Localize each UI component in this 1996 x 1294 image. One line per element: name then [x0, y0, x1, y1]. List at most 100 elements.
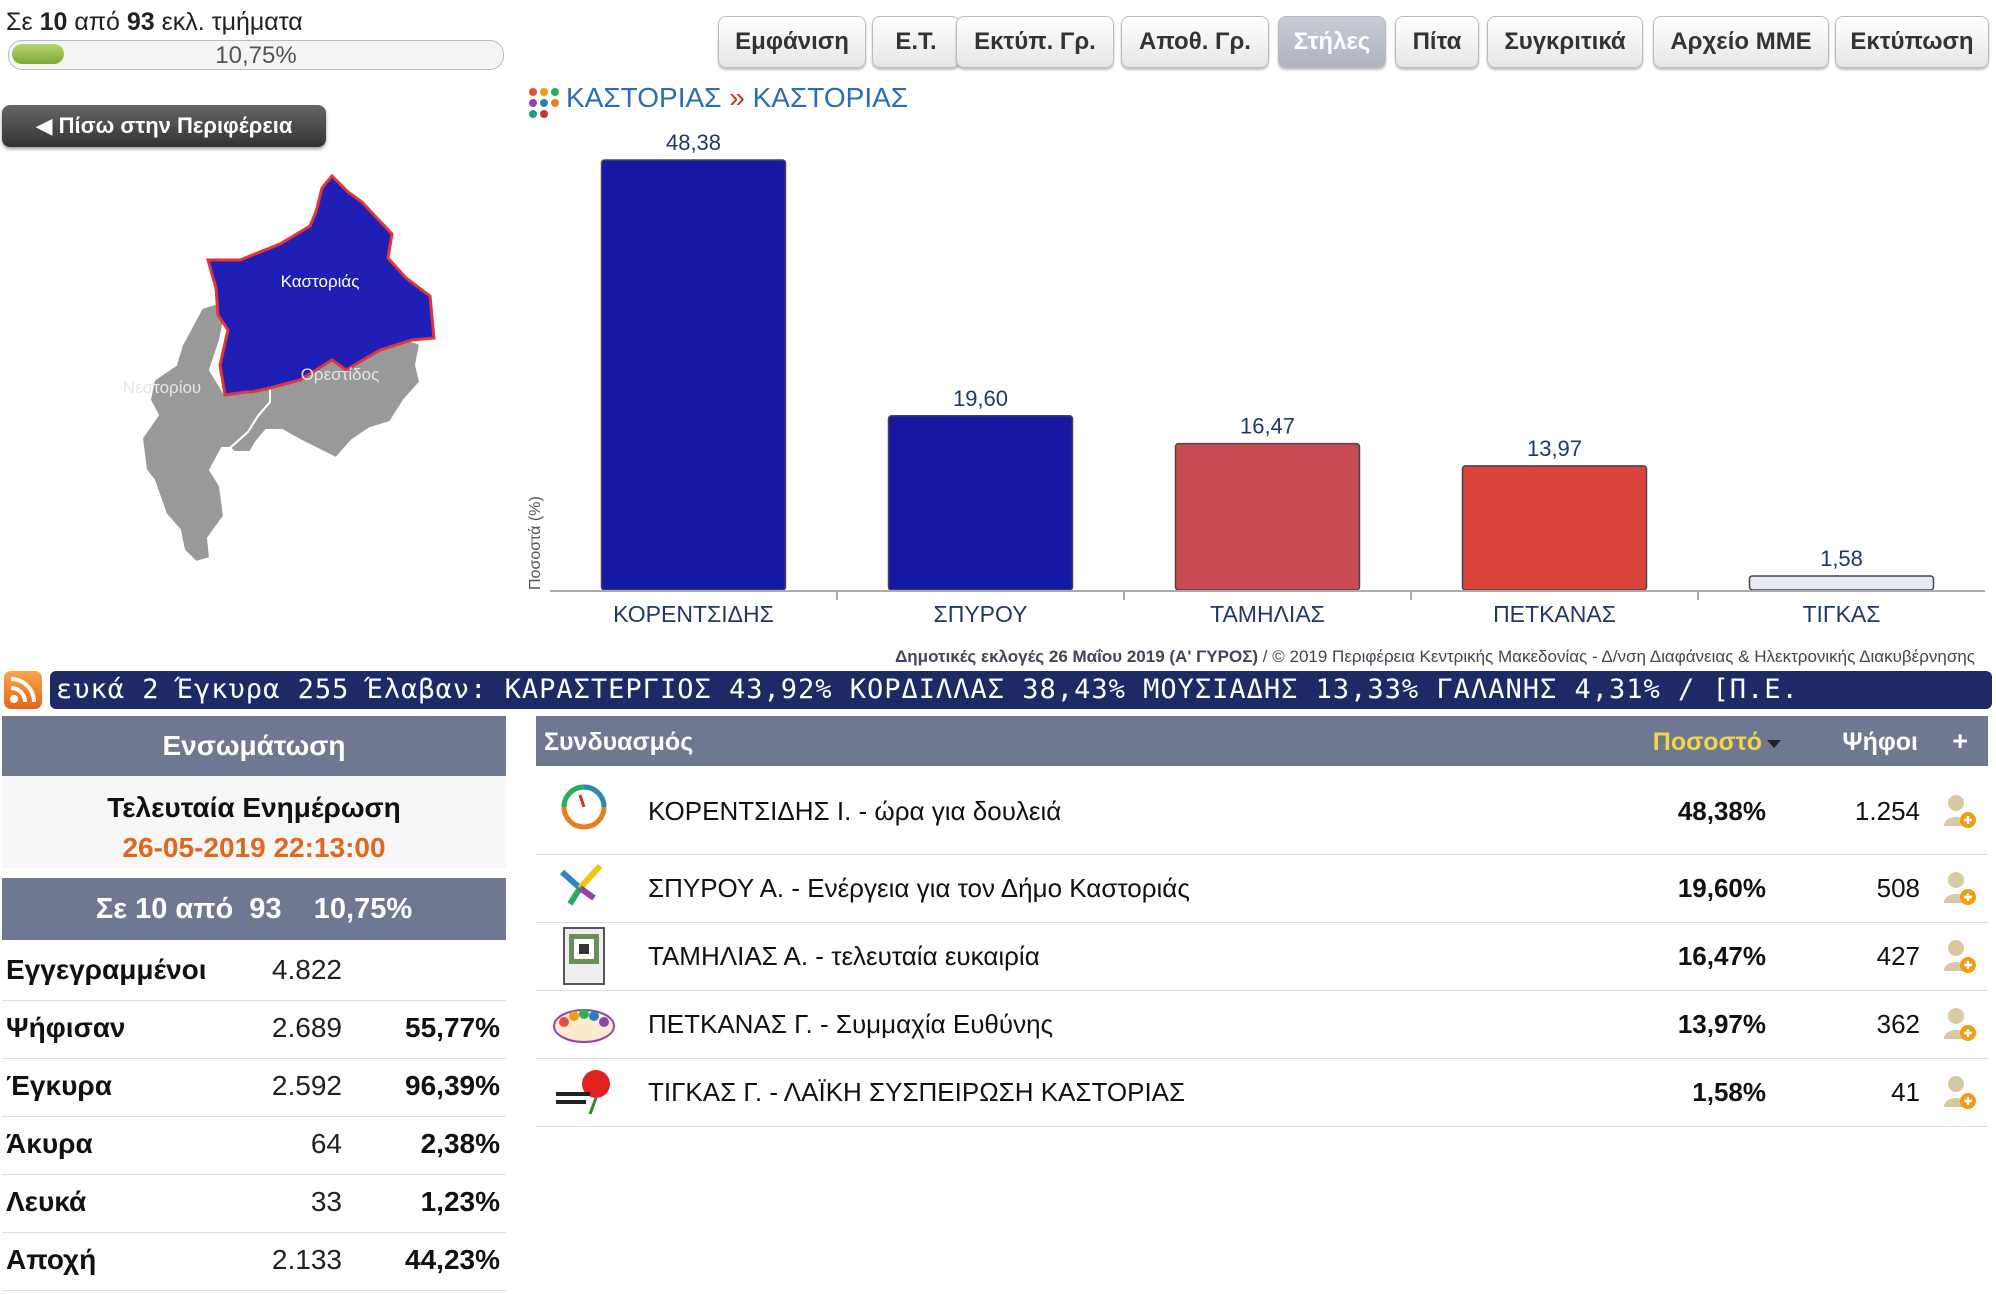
- stat-value: 64: [310, 1128, 342, 1159]
- x-tick-label-1: ΣΠΥΡΟΥ: [934, 601, 1028, 627]
- stat-label: Λευκά: [6, 1186, 87, 1217]
- toolbar-button-0[interactable]: Εμφάνιση: [718, 16, 866, 68]
- col-percent-label: Ποσοστό: [1652, 728, 1762, 756]
- last-update-box: Τελευταία Ενημέρωση 26-05-2019 22:13:00: [2, 776, 506, 868]
- stat-percent: 96,39%: [405, 1070, 500, 1101]
- bar-2[interactable]: [1174, 442, 1361, 591]
- party-votes: 1.254: [1854, 796, 1920, 826]
- map-area-kastorias[interactable]: [206, 173, 436, 397]
- chart-footnote: Δημοτικές εκλογές 26 Μαΐου 2019 (Α' ΓΥΡΟ…: [895, 647, 1975, 666]
- stat-row: Έγκυρα 2.592 96,39%: [2, 1058, 506, 1117]
- col-votes[interactable]: Ψήφοι: [1842, 728, 1918, 756]
- add-candidate-icon[interactable]: [1942, 1073, 1978, 1111]
- party-votes: 362: [1876, 1009, 1920, 1039]
- stat-percent: 1,23%: [420, 1186, 500, 1217]
- x-tick-label-4: ΤΙΓΚΑΣ: [1802, 601, 1880, 627]
- stat-percent: 44,23%: [405, 1244, 500, 1275]
- breadcrumb-separator: »: [729, 82, 745, 113]
- party-logo-icon: [550, 926, 618, 986]
- add-candidate-icon[interactable]: [1942, 869, 1978, 907]
- back-to-region-button[interactable]: ◀ Πίσω στην Περιφέρεια: [2, 105, 326, 147]
- x-tick-label-0: ΚΟΡΕΝΤΣΙΔΗΣ: [613, 601, 774, 627]
- dots-logo-icon: [529, 88, 559, 118]
- party-name: ΤΑΜΗΛΙΑΣ Α. - τελευταία ευκαιρία: [648, 941, 1040, 971]
- party-name: ΤΙΓΚΑΣ Γ. - ΛΑΪΚΗ ΣΥΣΠΕΙΡΩΣΗ ΚΑΣΤΟΡΙΑΣ: [648, 1077, 1186, 1107]
- stat-value: 2.592: [271, 1070, 342, 1101]
- stat-row: Αποχή 2.133 44,23%: [2, 1232, 506, 1291]
- progress-summary: Σε 10 από 93 10,75%: [2, 878, 506, 940]
- party-logo-icon: [550, 781, 618, 841]
- news-ticker: ευκά 2 Έγκυρα 255 Έλαβαν: ΚΑΡΑΣΤΕΡΓΙΟΣ 4…: [50, 671, 1992, 709]
- toolbar-button-6[interactable]: Συγκριτικά: [1487, 16, 1643, 68]
- chart-footnote-bold: Δημοτικές εκλογές 26 Μαΐου 2019 (Α' ΓΥΡΟ…: [895, 647, 1258, 666]
- stat-row: Εγγεγραμμένοι 4.822: [2, 942, 506, 1001]
- toolbar-button-3[interactable]: Αποθ. Γρ.: [1121, 16, 1269, 68]
- x-tick-label-3: ΠΕΤΚΑΝΑΣ: [1493, 601, 1616, 627]
- stat-percent: 55,77%: [405, 1012, 500, 1043]
- table-row[interactable]: ΠΕΤΚΑΝΑΣ Γ. - Συμμαχία Ευθύνης 13,97% 362: [536, 990, 1988, 1059]
- bar-4[interactable]: [1748, 575, 1935, 591]
- breadcrumb-level2[interactable]: ΚΑΣΤΟΡΙΑΣ: [752, 82, 909, 113]
- stat-label: Εγγεγραμμένοι: [6, 954, 207, 985]
- bar-1[interactable]: [887, 415, 1074, 591]
- toolbar-button-2[interactable]: Εκτύπ. Γρ.: [956, 16, 1114, 68]
- party-votes: 427: [1876, 941, 1920, 971]
- rss-icon[interactable]: [4, 671, 42, 709]
- progress-text: Σε 10 από 93 εκλ. τμήματα: [6, 8, 303, 36]
- party-name: ΚΟΡΕΝΤΣΙΔΗΣ Ι. - ώρα για δουλειά: [648, 796, 1062, 826]
- results-bar-chart: Ποσοστά (%) 48,38 19,60 16,47 13,97 1,58 ΚΟΡ…: [527, 130, 1985, 666]
- party-name: ΠΕΤΚΑΝΑΣ Γ. - Συμμαχία Ευθύνης: [648, 1009, 1054, 1039]
- bar-value-label-2: 16,47: [1240, 414, 1295, 439]
- toolbar-button-7[interactable]: Αρχείο ΜΜΕ: [1653, 16, 1829, 68]
- bar-value-label-4: 1,58: [1820, 546, 1863, 571]
- col-percent-sort[interactable]: Ποσοστό: [1653, 728, 1782, 757]
- table-row[interactable]: ΚΟΡΕΝΤΣΙΔΗΣ Ι. - ώρα για δουλειά 48,38% 1.…: [536, 768, 1988, 855]
- stat-value: 4.822: [271, 954, 342, 985]
- ticker-text: ευκά 2 Έγκυρα 255 Έλαβαν: ΚΑΡΑΣΤΕΡΓΙΟΣ 4…: [56, 674, 1799, 705]
- region-map: Καστοριάς Νεστορίου Ορεστίδος: [123, 173, 436, 564]
- toolbar-button-1[interactable]: Ε.Τ.: [872, 16, 960, 68]
- chart-y-axis-label: Ποσοστά (%): [527, 496, 544, 590]
- bar-3[interactable]: [1461, 465, 1648, 591]
- party-votes: 41: [1891, 1077, 1920, 1107]
- breadcrumb-level1[interactable]: ΚΑΣΤΟΡΙΑΣ: [566, 82, 722, 113]
- bar-value-label-0: 48,38: [666, 130, 721, 155]
- party-logo-icon: [550, 1062, 618, 1122]
- toolbar-button-8[interactable]: Εκτύπωση: [1835, 16, 1989, 68]
- party-logo-icon: [550, 858, 618, 918]
- stat-value: 2.689: [271, 1012, 342, 1043]
- results-table-header: Συνδυασμός Ποσοστό Ψήφοι +: [536, 716, 1988, 766]
- x-tick-label-2: ΤΑΜΗΛΙΑΣ: [1210, 601, 1325, 627]
- map-label-nestoriou: Νεστορίου: [123, 378, 201, 397]
- stat-row: Ψήφισαν 2.689 55,77%: [2, 1000, 506, 1059]
- add-candidate-icon[interactable]: [1942, 937, 1978, 975]
- add-candidate-icon[interactable]: [1942, 792, 1978, 830]
- progress-percent: 10,75%: [215, 42, 297, 69]
- party-percent: 19,60%: [1677, 873, 1766, 903]
- toolbar-button-4[interactable]: Στήλες: [1278, 16, 1386, 68]
- stat-row: Άκυρα 64 2,38%: [2, 1116, 506, 1175]
- progress-bar: 10,75%: [8, 40, 504, 70]
- stat-label: Άκυρα: [6, 1128, 93, 1159]
- chart-breadcrumb: ΚΑΣΤΟΡΙΑΣ » ΚΑΣΤΟΡΙΑΣ: [566, 82, 908, 114]
- col-party[interactable]: Συνδυασμός: [544, 728, 694, 756]
- add-comparison-icon[interactable]: +: [1952, 726, 1968, 756]
- party-percent: 16,47%: [1677, 941, 1766, 971]
- table-row[interactable]: ΤΑΜΗΛΙΑΣ Α. - τελευταία ευκαιρία 16,47% 42…: [536, 922, 1988, 991]
- stat-row: Λευκά 33 1,23%: [2, 1174, 506, 1233]
- last-update-label: Τελευταία Ενημέρωση: [107, 792, 401, 823]
- table-row[interactable]: ΤΙΓΚΑΣ Γ. - ΛΑΪΚΗ ΣΥΣΠΕΙΡΩΣΗ ΚΑΣΤΟΡΙΑΣ 1,…: [536, 1058, 1988, 1127]
- table-row[interactable]: ΣΠΥΡΟΥ Α. - Ενέργεια για τον Δήμο Καστορ…: [536, 854, 1988, 923]
- map-label-kastorias: Καστοριάς: [281, 272, 360, 291]
- add-candidate-icon[interactable]: [1942, 1005, 1978, 1043]
- last-update-value: 26-05-2019 22:13:00: [122, 832, 386, 863]
- stat-label: Αποχή: [6, 1244, 97, 1275]
- party-name: ΣΠΥΡΟΥ Α. - Ενέργεια για τον Δήμο Καστορ…: [648, 873, 1190, 903]
- stat-label: Έγκυρα: [6, 1070, 112, 1101]
- stat-percent: 2,38%: [420, 1128, 500, 1159]
- party-votes: 508: [1876, 873, 1920, 903]
- party-percent: 1,58%: [1692, 1077, 1766, 1107]
- bar-0[interactable]: [600, 159, 787, 591]
- stat-label: Ψήφισαν: [6, 1012, 126, 1043]
- toolbar-button-5[interactable]: Πίτα: [1395, 16, 1479, 68]
